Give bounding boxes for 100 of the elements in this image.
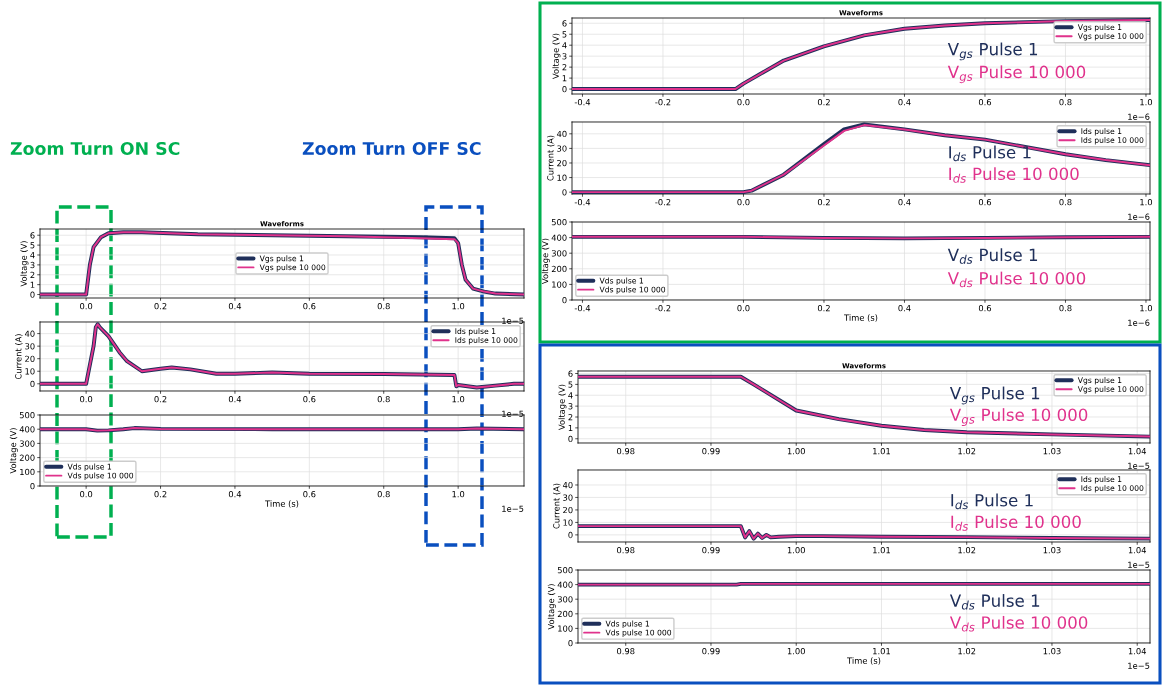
y-tick-label: 2	[30, 271, 35, 278]
x-tick-label: 0.2	[817, 99, 830, 106]
text: 1e−6	[1128, 113, 1150, 120]
y-tick-label: 40	[24, 330, 35, 337]
x-tick-label: 0.6	[303, 303, 316, 310]
annotation: I$_{ds}$ Pulse 1	[951, 493, 1033, 510]
x-tick-label: -0.2	[655, 305, 671, 312]
x-tick-label: 1.02	[958, 448, 976, 455]
x-tick-label: 0.0	[80, 491, 93, 498]
y-tick-label: 200	[557, 610, 573, 618]
annotation: I$_{ds}$ Pulse 10 000	[951, 515, 1081, 531]
y-tick-label: 1	[30, 281, 35, 288]
y-tick-label: 400	[557, 581, 573, 588]
x-tick-label: 1.0	[1140, 199, 1153, 206]
y-tick-label: 4	[568, 392, 573, 399]
y-tick-label: 5	[562, 31, 567, 38]
x-tick-label: 0.99	[702, 648, 720, 655]
x-tick-label: 0.4	[228, 303, 242, 310]
y-tick-label: 20	[563, 506, 573, 514]
y-tick-label: 1	[562, 75, 567, 82]
text: 1e−6	[1128, 213, 1150, 220]
x-tick-label: 0.2	[154, 396, 167, 403]
text: Zoom Turn OFF SC	[302, 141, 481, 156]
y-axis-title: Current (A)	[547, 135, 555, 181]
x-tick-label: 1.0	[1140, 305, 1153, 312]
y-tick-label: 3	[30, 261, 35, 269]
y-tick-label: 400	[551, 234, 567, 241]
y-tick-label: 300	[557, 596, 573, 603]
x-tick-label: 0.0	[737, 199, 750, 206]
x-tick-label: -0.4	[574, 305, 591, 312]
y-tick-label: 10	[557, 174, 567, 181]
x-tick-label: 0.8	[1059, 99, 1072, 106]
y-tick-label: 4	[562, 42, 567, 49]
annotation: I$_{ds}$ Pulse 10 000	[949, 167, 1079, 183]
x-axis-title: Time (s)	[847, 657, 881, 665]
x-tick-label: 0.99	[702, 448, 720, 455]
y-tick-label: 2	[568, 413, 573, 421]
annotation: V$_{gs}$ Pulse 10 000	[947, 65, 1086, 84]
y-tick-label: 300	[19, 440, 35, 447]
x-tick-label: 0.6	[978, 305, 992, 312]
y-tick-label: 0	[568, 531, 573, 539]
x-tick-label: -0.2	[655, 99, 671, 106]
y-tick-label: 6	[30, 232, 35, 239]
y-tick-label: 0	[568, 639, 573, 647]
x-tick-label: 1.0	[452, 303, 465, 310]
x-tick-label: 1.03	[1043, 648, 1061, 655]
x-tick-label: 0.6	[303, 396, 316, 403]
x-tick-label: 0.4	[228, 396, 242, 403]
y-tick-label: 0	[30, 291, 35, 298]
y-tick-label: 10	[25, 368, 35, 375]
y-tick-label: 6	[568, 370, 573, 377]
y-axis-title: Voltage (V)	[9, 428, 18, 474]
x-tick-label: 1.0	[452, 491, 465, 498]
x-tick-label: -0.2	[655, 199, 671, 206]
x-tick-label: 1.01	[873, 448, 890, 455]
x-tick-label: 0.8	[377, 396, 390, 403]
x-tick-label: 1.03	[1043, 547, 1061, 554]
y-axis-title: Current (A)	[15, 334, 23, 380]
y-tick-label: 2	[562, 64, 567, 71]
y-tick-label: 20	[557, 159, 567, 167]
x-axis-title: Time (s)	[265, 500, 299, 508]
y-tick-label: 4	[30, 252, 35, 259]
x-tick-label: 0.2	[154, 303, 167, 310]
x-tick-label: 0.6	[303, 491, 316, 498]
annotation: I$_{ds}$ Pulse 1	[949, 145, 1031, 162]
y-axis-title: Voltage (V)	[541, 238, 550, 284]
x-tick-label: 0.4	[898, 99, 911, 106]
x-tick-label: 1.01	[873, 648, 890, 655]
x-tick-label: 1.04	[1128, 648, 1147, 655]
x-tick-label: -0.4	[574, 199, 591, 206]
x-tick-label: 0.8	[1059, 305, 1072, 312]
x-tick-label: 0.98	[617, 547, 635, 554]
x-tick-label: 0.8	[1059, 199, 1072, 206]
x-tick-label: 0.2	[154, 491, 167, 498]
text: Zoom Turn ON SC	[10, 141, 180, 156]
text: 1e−5	[502, 505, 524, 512]
x-tick-label: 0.4	[898, 305, 911, 312]
y-tick-label: 5	[568, 381, 573, 388]
y-tick-label: 200	[19, 454, 35, 461]
y-tick-label: 3	[568, 403, 573, 410]
x-axis-title: Time (s)	[844, 314, 878, 322]
x-tick-label: 1.04	[1128, 547, 1147, 554]
annotation: V$_{ds}$ Pulse 1	[947, 248, 1038, 264]
y-tick-label: 0	[30, 380, 35, 388]
text: 1e−5	[1128, 662, 1150, 669]
x-tick-label: 0.8	[377, 491, 390, 498]
x-tick-label: 0.0	[737, 305, 750, 312]
x-tick-label: 0.4	[898, 199, 911, 206]
y-tick-label: 6	[562, 20, 567, 27]
x-tick-label: 1.00	[787, 648, 805, 655]
x-tick-label: 1.00	[787, 547, 805, 554]
y-tick-label: 0	[562, 86, 567, 93]
y-tick-label: 30	[563, 494, 573, 501]
y-tick-label: 10	[563, 519, 573, 526]
y-tick-label: 400	[19, 426, 35, 433]
y-tick-label: 30	[25, 343, 35, 350]
text: 1e−5	[1128, 462, 1150, 469]
annotation: V$_{ds}$ Pulse 10 000	[949, 615, 1088, 632]
y-axis-title: Voltage (V)	[547, 584, 556, 630]
text: 1e−5	[1128, 561, 1150, 568]
